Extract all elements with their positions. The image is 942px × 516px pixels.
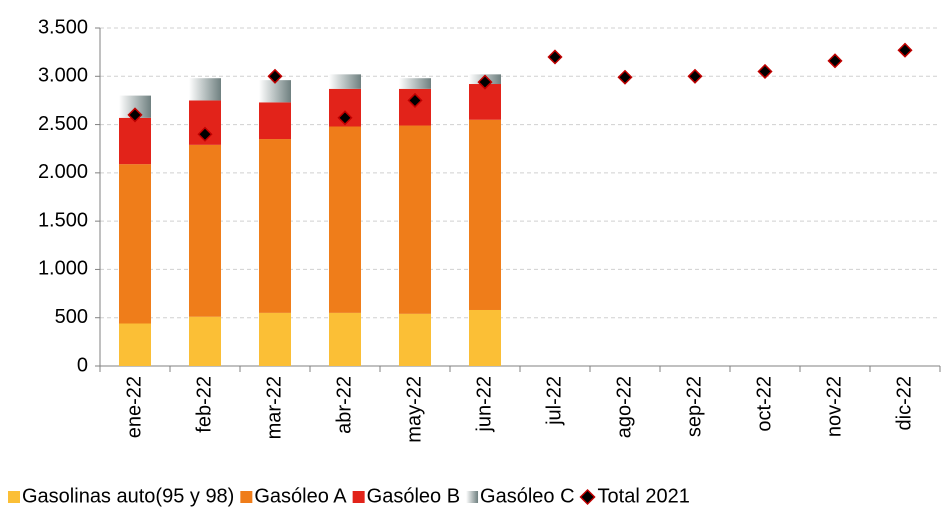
x-tick-label: feb-22 [193,376,215,433]
total-marker [127,107,143,123]
bar-segment [329,126,361,313]
bar-segment [189,78,221,101]
x-tick-label: nov-22 [823,376,845,437]
y-tick-label: 3.000 [38,65,88,87]
total-marker [827,53,843,69]
x-tick-label: dic-22 [893,376,915,430]
bar-segment [329,74,361,89]
x-tick-label: jul-22 [543,376,565,426]
y-tick-label: 3.500 [38,16,88,38]
total-marker [617,69,633,85]
x-tick-label: abr-22 [333,376,355,434]
y-tick-label: 2.500 [38,113,88,135]
legend-marker [579,488,596,506]
bar-segment [399,78,431,89]
legend-label: Total 2021 [598,485,690,507]
bar-segment [189,144,221,317]
legend-swatch [466,491,479,503]
x-tick-label: sep-22 [683,376,705,437]
y-tick-label: 2.000 [38,161,88,183]
bar-segment [119,117,151,165]
bar-segment [399,313,431,366]
bar-segment [329,312,361,366]
legend-label: Gasóleo B [367,485,460,507]
bar-segment [119,164,151,324]
bar-segment [119,95,151,118]
legend-label: Gasolinas auto(95 y 98) [22,485,234,507]
total-marker [477,74,493,90]
bar-segment [469,84,501,120]
total-marker [407,92,423,108]
bar-segment [259,312,291,366]
y-tick-label: 0 [77,354,88,376]
total-marker [757,63,773,80]
bar-segment [259,102,291,140]
x-tick-label: mar-22 [263,376,285,439]
legend-label: Gasóleo C [480,485,575,507]
total-marker [547,49,563,65]
bar-segment [259,80,291,103]
x-tick-label: ago-22 [613,376,635,438]
bar-segment [259,139,291,313]
y-tick-label: 500 [55,306,88,328]
bar-segment [469,119,501,310]
x-tick-label: may-22 [403,376,425,443]
bar-segment [189,316,221,366]
legend-label: Gasóleo A [254,485,347,507]
total-marker [687,68,703,84]
total-marker [897,42,913,58]
legend-swatch [8,491,20,503]
y-tick-label: 1.500 [38,209,88,231]
x-tick-label: jun-22 [473,376,495,433]
bar-segment [399,125,431,314]
y-tick-label: 1.000 [38,258,88,280]
total-marker [337,110,353,126]
legend-swatch [352,491,365,503]
legend-swatch [240,491,253,503]
total-marker [267,68,283,84]
bar-segment [119,323,151,366]
bar-segment [469,309,501,366]
x-tick-label: oct-22 [753,376,775,432]
x-tick-label: ene-22 [123,376,145,438]
total-marker [197,126,213,142]
